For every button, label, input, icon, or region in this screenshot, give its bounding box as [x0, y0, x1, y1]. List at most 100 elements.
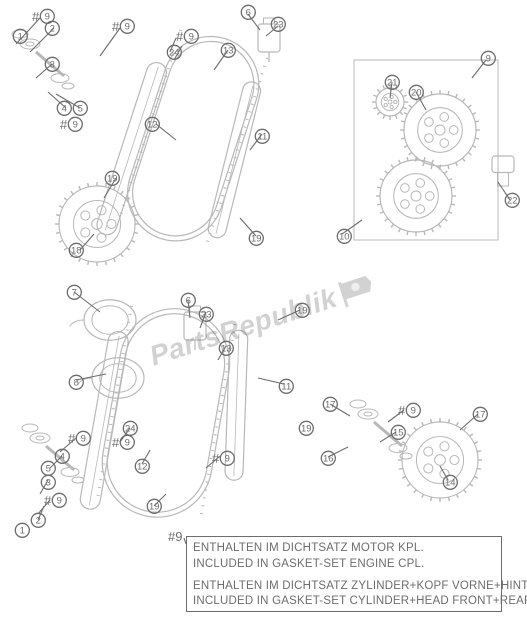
- callout-circle-icon: 5: [72, 100, 89, 117]
- callout-19: 19: [104, 170, 121, 187]
- callout-circle-icon: 22: [504, 192, 521, 209]
- svg-text:9: 9: [486, 53, 491, 64]
- callout-circle-icon: 9: [119, 434, 136, 451]
- svg-text:9: 9: [411, 405, 416, 416]
- svg-text:11: 11: [281, 381, 291, 392]
- svg-text:10: 10: [339, 231, 350, 242]
- callout-circle-icon: 6: [240, 4, 257, 21]
- callout-14: 14: [442, 474, 459, 491]
- svg-text:24: 24: [125, 423, 136, 434]
- callout-21: 21: [384, 74, 401, 91]
- callout-circle-icon: 9: [405, 402, 422, 419]
- svg-text:2: 2: [50, 23, 55, 34]
- callout-hash: #: [112, 20, 119, 33]
- callout-2: 2: [44, 20, 61, 37]
- callout-8: 8: [68, 374, 85, 391]
- callout-9: 9: [480, 50, 497, 67]
- callout-11: 11: [254, 128, 271, 145]
- svg-text:9: 9: [73, 119, 78, 130]
- callout-9: #9: [60, 116, 84, 133]
- callout-5: 5: [72, 100, 89, 117]
- callout-13: 13: [218, 340, 235, 357]
- svg-text:19: 19: [297, 305, 308, 316]
- note-line: INCLUDED IN GASKET-SET ENGINE CPL.: [193, 557, 495, 573]
- callout-3: 3: [40, 474, 57, 491]
- callout-9: #9: [398, 402, 422, 419]
- callout-circle-icon: 4: [56, 100, 73, 117]
- callout-17: 17: [322, 396, 339, 413]
- callout-circle-icon: 17: [322, 396, 339, 413]
- callout-10: 10: [336, 228, 353, 245]
- callout-circle-icon: 9: [51, 492, 68, 509]
- callout-circle-icon: 19: [146, 498, 163, 515]
- callout-circle-icon: 9: [219, 450, 236, 467]
- callout-20: 20: [408, 84, 425, 101]
- callout-circle-icon: 13: [220, 42, 237, 59]
- callout-23: 23: [198, 306, 215, 323]
- svg-text:22: 22: [507, 195, 518, 206]
- callout-circle-icon: 21: [384, 74, 401, 91]
- svg-text:16: 16: [323, 453, 334, 464]
- svg-text:9: 9: [81, 433, 86, 444]
- callout-circle-icon: 23: [270, 16, 287, 33]
- svg-text:3: 3: [46, 477, 51, 488]
- svg-text:17: 17: [475, 409, 486, 420]
- callout-19: 19: [146, 498, 163, 515]
- callout-12: 12: [144, 116, 161, 133]
- svg-text:6: 6: [186, 295, 191, 306]
- callout-circle-icon: 1: [12, 28, 29, 45]
- callout-hash: #: [398, 404, 405, 417]
- svg-text:9: 9: [57, 495, 62, 506]
- callout-24: 24: [166, 44, 183, 61]
- callout-hash: #: [112, 436, 119, 449]
- diagram-stage: PartsRepublik 1#92345#9#92412191813623#9…: [0, 0, 527, 621]
- svg-text:13: 13: [221, 343, 232, 354]
- svg-text:11: 11: [257, 131, 267, 142]
- callout-6: 6: [180, 292, 197, 309]
- svg-text:21: 21: [387, 77, 398, 88]
- svg-text:14: 14: [445, 477, 456, 488]
- callout-circle-icon: 14: [442, 474, 459, 491]
- callout-circle-icon: 11: [254, 128, 271, 145]
- callout-19: 19: [248, 230, 265, 247]
- callout-3: 3: [44, 56, 61, 73]
- svg-text:17: 17: [325, 399, 336, 410]
- svg-text:9: 9: [225, 453, 230, 464]
- callout-circle-icon: 9: [480, 50, 497, 67]
- callout-circle-icon: 10: [336, 228, 353, 245]
- svg-text:1: 1: [18, 31, 23, 42]
- callout-7: 7: [66, 284, 83, 301]
- callout-11: 11: [278, 378, 295, 395]
- svg-text:5: 5: [46, 463, 51, 474]
- callout-circle-icon: 3: [44, 56, 61, 73]
- callout-circle-icon: 8: [68, 374, 85, 391]
- callout-9: #9: [68, 430, 92, 447]
- svg-text:2: 2: [36, 515, 41, 526]
- callout-12: 12: [134, 458, 151, 475]
- callout-6: 6: [240, 4, 257, 21]
- svg-text:9: 9: [125, 437, 130, 448]
- callout-4: 4: [56, 100, 73, 117]
- callout-9: #9: [112, 18, 136, 35]
- callout-9: #9: [212, 450, 236, 467]
- svg-text:12: 12: [137, 461, 148, 472]
- callout-circle-icon: 23: [198, 306, 215, 323]
- svg-text:19: 19: [107, 173, 118, 184]
- callout-23: 23: [270, 16, 287, 33]
- svg-text:19: 19: [251, 233, 261, 244]
- callout-17: 17: [472, 406, 489, 423]
- legend-note-box: ENTHALTEN IM DICHTSATZ MOTOR KPL.INCLUDE…: [186, 536, 502, 612]
- svg-text:15: 15: [393, 427, 404, 438]
- note-line: ENTHALTEN IM DICHTSATZ ZYLINDER+KOPF VOR…: [193, 579, 495, 595]
- svg-text:8: 8: [74, 377, 79, 388]
- note-line: INCLUDED IN GASKET-SET CYLINDER+HEAD FRO…: [193, 594, 495, 610]
- callout-circle-icon: 1: [14, 522, 31, 539]
- callout-19: 19: [298, 420, 315, 437]
- svg-text:6: 6: [246, 7, 251, 18]
- callout-circle-icon: 17: [472, 406, 489, 423]
- callout-13: 13: [220, 42, 237, 59]
- svg-text:1: 1: [20, 525, 25, 536]
- callout-circle-icon: 16: [320, 450, 337, 467]
- callout-circle-icon: 11: [278, 378, 295, 395]
- svg-text:19: 19: [301, 423, 312, 434]
